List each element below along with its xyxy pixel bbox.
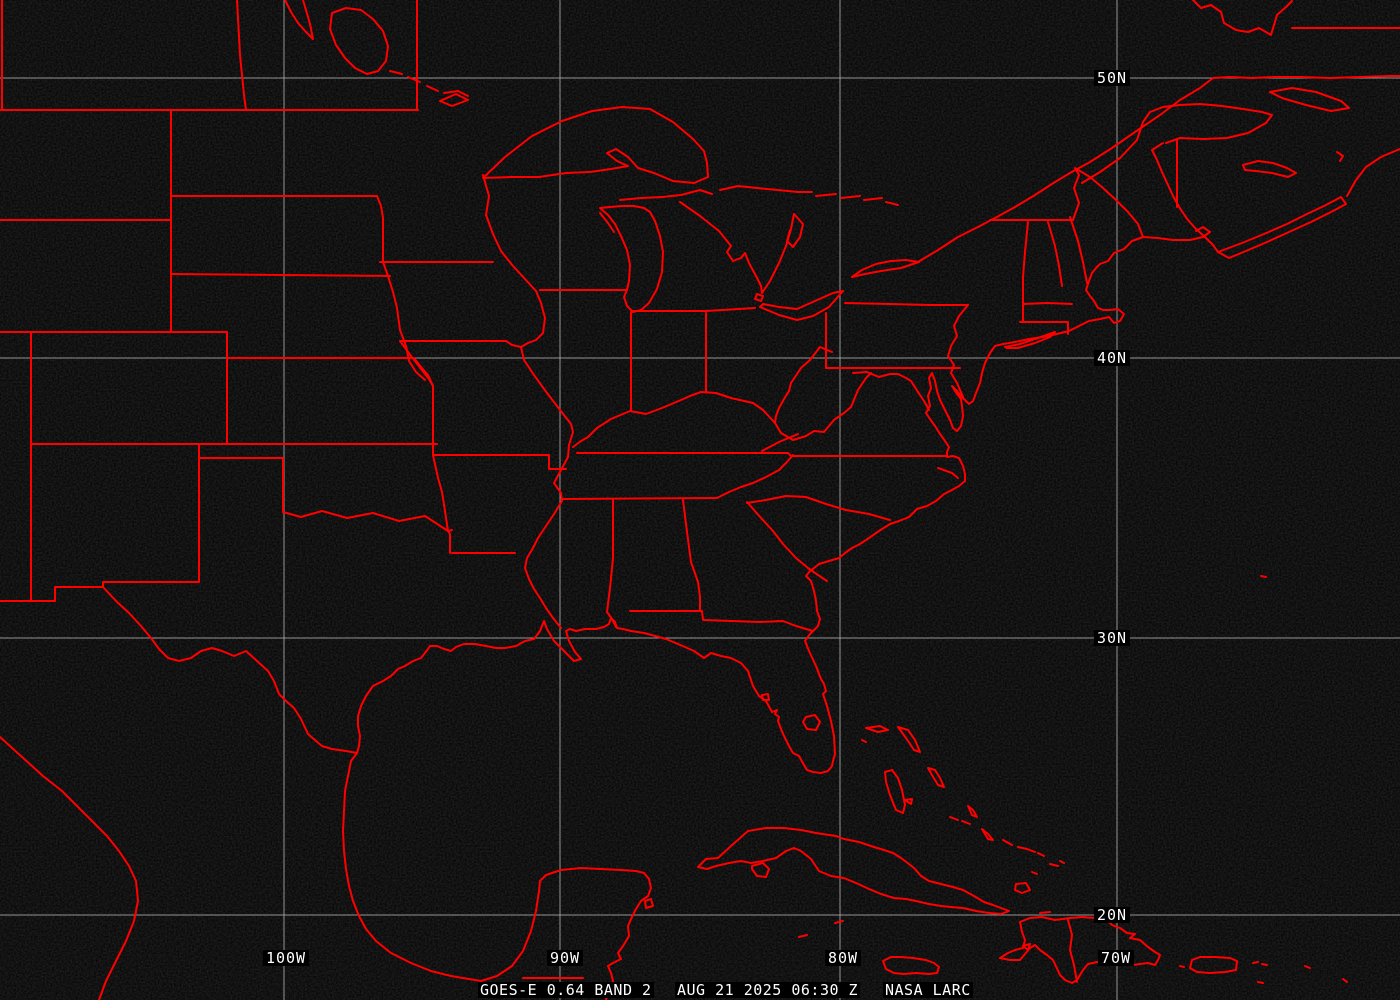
lon-label-70w: 70W — [1097, 950, 1135, 966]
mississippi-river — [482, 174, 574, 629]
coastline-atlantic-gulf — [0, 236, 1267, 1000]
state-borders-east — [451, 289, 969, 632]
great-lakes — [284, 0, 920, 321]
state-borders-west — [0, 0, 567, 602]
coastline-canada — [917, 0, 1400, 263]
lat-label-50n: 50N — [1093, 70, 1131, 86]
lon-label-100w: 100W — [262, 950, 310, 966]
lon-label-90w: 90W — [546, 950, 584, 966]
lon-label-80w: 80W — [824, 950, 862, 966]
caption-datetime: AUG 21 2025 06:30 Z — [675, 981, 861, 999]
caption-instrument: GOES-E 0.64 BAND 2 — [478, 981, 654, 999]
caption-credit: NASA LARC — [883, 981, 973, 999]
lat-label-40n: 40N — [1093, 350, 1131, 366]
lat-label-20n: 20N — [1093, 907, 1131, 923]
lat-label-30n: 30N — [1093, 630, 1131, 646]
